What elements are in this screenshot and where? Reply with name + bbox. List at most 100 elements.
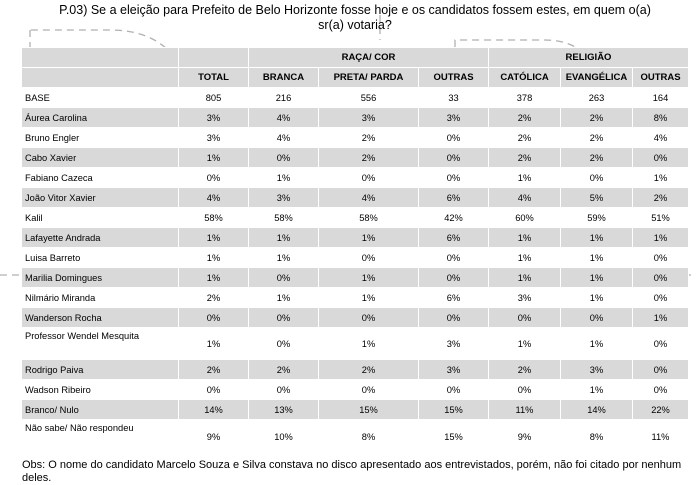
- row-label: Bruno Engler: [21, 127, 179, 148]
- cell: 33: [418, 87, 489, 108]
- cell: 0%: [632, 247, 689, 268]
- cell: 1%: [318, 287, 419, 308]
- cell: 51%: [632, 207, 689, 228]
- cell: 2%: [318, 147, 419, 168]
- row-label: Fabiano Cazeca: [21, 167, 179, 188]
- header-empty-cell: [178, 47, 249, 68]
- cell: 0%: [318, 307, 419, 328]
- row-label: Nilmário Miranda: [21, 287, 179, 308]
- cell: 2%: [318, 359, 419, 380]
- cell: 1%: [248, 227, 319, 248]
- cell: 3%: [178, 107, 249, 128]
- cell: 2%: [488, 107, 561, 128]
- cell: 14%: [178, 399, 249, 420]
- cell: 0%: [418, 127, 489, 148]
- row-label: Branco/ Nulo: [21, 399, 179, 420]
- cell: 0%: [418, 379, 489, 400]
- column-header: OUTRAS: [418, 67, 489, 88]
- table-row: Kalil 58% 58% 58% 42% 60% 59% 51%: [21, 207, 689, 228]
- cell: 3%: [488, 287, 561, 308]
- row-label: Cabo Xavier: [21, 147, 179, 168]
- cell: 3%: [418, 359, 489, 380]
- cell: 1%: [560, 227, 633, 248]
- cell: 1%: [178, 247, 249, 268]
- question-title: P.03) Se a eleição para Prefeito de Belo…: [20, 3, 690, 33]
- row-label: Áurea Carolina: [21, 107, 179, 128]
- table-row: Cabo Xavier 1% 0% 2% 0% 2% 2% 0%: [21, 147, 689, 168]
- cell: 9%: [178, 419, 249, 454]
- cell: 0%: [318, 167, 419, 188]
- cell: 14%: [560, 399, 633, 420]
- cell: 1%: [488, 247, 561, 268]
- cell: 3%: [418, 327, 489, 360]
- cell: 1%: [178, 227, 249, 248]
- table-row: Professor Wendel Mesquita 1% 0% 1% 3% 1% 1% 0%: [21, 327, 689, 360]
- cell: 0%: [418, 147, 489, 168]
- cell: 8%: [632, 107, 689, 128]
- cell: 1%: [178, 267, 249, 288]
- cell: 15%: [418, 419, 489, 454]
- row-label: Professor Wendel Mesquita: [21, 327, 179, 360]
- cell: 0%: [632, 287, 689, 308]
- cell: 1%: [318, 227, 419, 248]
- header-empty-cell: [21, 47, 179, 68]
- cell: 1%: [488, 327, 561, 360]
- cell: 1%: [560, 247, 633, 268]
- cell: 0%: [248, 327, 319, 360]
- cell: 0%: [632, 327, 689, 360]
- cell: 0%: [248, 307, 319, 328]
- group-header-row: RAÇA/ COR RELIGIÃO: [21, 47, 689, 68]
- cell: 4%: [248, 107, 319, 128]
- row-label: BASE: [21, 87, 179, 108]
- cell: 2%: [248, 359, 319, 380]
- cell: 1%: [560, 287, 633, 308]
- cell: 4%: [248, 127, 319, 148]
- cell: 2%: [178, 287, 249, 308]
- cell: 0%: [318, 247, 419, 268]
- row-label: Rodrigo Paiva: [21, 359, 179, 380]
- cell: 11%: [488, 399, 561, 420]
- cell: 4%: [632, 127, 689, 148]
- row-label: Wanderson Rocha: [21, 307, 179, 328]
- cell: 1%: [632, 227, 689, 248]
- table-row: Áurea Carolina 3% 4% 3% 3% 2% 2% 8%: [21, 107, 689, 128]
- cell: 1%: [560, 327, 633, 360]
- footnote: Obs: O nome do candidato Marcelo Souza e…: [22, 459, 682, 484]
- cell: 0%: [248, 267, 319, 288]
- table-row: Lafayette Andrada 1% 1% 1% 6% 1% 1% 1%: [21, 227, 689, 248]
- cell: 60%: [488, 207, 561, 228]
- cell: 1%: [632, 307, 689, 328]
- cell: 1%: [488, 227, 561, 248]
- cell: 4%: [318, 187, 419, 208]
- cell: 2%: [488, 127, 561, 148]
- cell: 3%: [318, 107, 419, 128]
- cell: 2%: [488, 359, 561, 380]
- cell: 2%: [560, 107, 633, 128]
- column-header: PRETA/ PARDA: [318, 67, 419, 88]
- column-header: CATÓLICA: [488, 67, 561, 88]
- cell: 0%: [418, 267, 489, 288]
- table-row: Bruno Engler 3% 4% 2% 0% 2% 2% 4%: [21, 127, 689, 148]
- cell: 0%: [248, 379, 319, 400]
- cell: 0%: [178, 379, 249, 400]
- cell: 42%: [418, 207, 489, 228]
- cell: 0%: [632, 267, 689, 288]
- cell: 0%: [418, 247, 489, 268]
- row-label: João Vitor Xavier: [21, 187, 179, 208]
- cell: 4%: [488, 187, 561, 208]
- cell: 805: [178, 87, 249, 108]
- cell: 58%: [318, 207, 419, 228]
- table-row: Wadson Ribeiro 0% 0% 0% 0% 0% 1% 0%: [21, 379, 689, 400]
- cell: 10%: [248, 419, 319, 454]
- cell: 6%: [418, 227, 489, 248]
- cell: 1%: [178, 147, 249, 168]
- cell: 8%: [318, 419, 419, 454]
- table-row: Marilia Domingues 1% 0% 1% 0% 1% 1% 0%: [21, 267, 689, 288]
- cell: 0%: [178, 167, 249, 188]
- cell: 1%: [318, 327, 419, 360]
- row-label: Marilia Domingues: [21, 267, 179, 288]
- cell: 1%: [488, 267, 561, 288]
- cell: 58%: [178, 207, 249, 228]
- cell: 0%: [488, 307, 561, 328]
- cell: 2%: [560, 127, 633, 148]
